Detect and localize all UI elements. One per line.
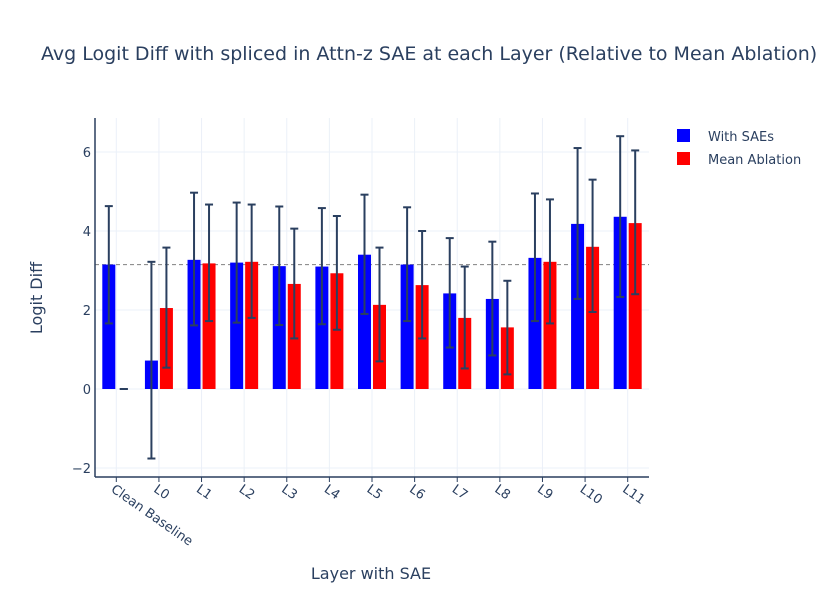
- x-tick-label: L0: [151, 482, 172, 503]
- legend-label: With SAEs: [708, 130, 774, 145]
- mean-ablation-error-bar: [247, 203, 256, 319]
- x-tick-label: L10: [577, 482, 605, 508]
- with-saes-bar-l11: [613, 216, 627, 389]
- y-tick-label: 2: [83, 304, 91, 319]
- mean-ablation-bar-l1: [202, 263, 216, 389]
- x-tick-label: L11: [619, 482, 647, 508]
- x-tick-label: L4: [321, 482, 342, 503]
- x-tick-label: L7: [449, 482, 470, 503]
- mean-ablation-error-bar: [418, 230, 427, 340]
- axes: [94, 118, 649, 482]
- y-tick-labels: −2 0 2 4 6: [72, 146, 91, 477]
- mean-ablation-error-bar: [631, 149, 640, 296]
- with-saes-error-bar: [190, 191, 199, 327]
- with-saes-error-bar: [616, 135, 625, 298]
- y-tick-label: 6: [83, 146, 91, 161]
- y-tick-label: 0: [83, 383, 91, 398]
- with-saes-error-bar: [104, 205, 113, 325]
- x-tick-label: L5: [364, 482, 385, 503]
- with-saes-error-bar: [317, 207, 326, 326]
- with-saes-bar-l3: [272, 266, 286, 389]
- mean-ablation-bar-l10: [586, 246, 600, 389]
- x-tick-label: L1: [193, 482, 214, 503]
- with-saes-bar-l2: [230, 262, 244, 389]
- legend-item-with-saes[interactable]: With SAEs: [677, 129, 774, 145]
- with-saes-bar-l5: [358, 254, 371, 389]
- with-saes-error-bar: [530, 192, 539, 323]
- mean-ablation-bar-l9: [543, 261, 557, 389]
- with-saes-error-bar: [445, 237, 454, 349]
- mean-ablation-error-bar: [375, 246, 384, 363]
- mean-ablation-error-bar: [460, 265, 469, 370]
- mean-ablation-bar-l4: [330, 273, 344, 389]
- legend-swatch: [677, 129, 690, 142]
- chart-title: Avg Logit Diff with spliced in Attn-z SA…: [41, 43, 817, 65]
- x-tick-label: L8: [492, 482, 513, 503]
- mean-ablation-bar-l2: [245, 261, 259, 389]
- with-saes-bar-l10: [571, 223, 585, 389]
- y-tick-label: −2: [72, 462, 91, 477]
- with-saes-error-bar: [147, 260, 156, 460]
- y-axis-title: Logit Diff: [27, 261, 46, 334]
- mean-ablation-error-bar: [545, 198, 554, 325]
- legend[interactable]: With SAEs Mean Ablation: [677, 129, 801, 168]
- mean-ablation-bar-l11: [628, 223, 642, 389]
- with-saes-error-bar: [488, 240, 497, 357]
- with-saes-bar-clean-baseline: [102, 264, 116, 389]
- x-tick-label: L3: [278, 482, 299, 503]
- x-axis-title: Layer with SAE: [311, 564, 431, 583]
- with-saes-bar-l4: [315, 266, 329, 389]
- with-saes-bar-l6: [400, 264, 414, 389]
- mean-ablation-error-bar: [205, 203, 214, 323]
- x-tick-label: L9: [534, 482, 555, 503]
- legend-swatch: [677, 152, 690, 165]
- mean-ablation-error-bar: [332, 214, 341, 331]
- with-saes-error-bar: [573, 147, 582, 300]
- grid: [95, 118, 649, 477]
- legend-label: Mean Ablation: [708, 153, 801, 168]
- error-bars: [104, 135, 640, 460]
- mean-ablation-error-bar: [503, 279, 512, 376]
- with-saes-error-bar: [403, 206, 412, 323]
- mean-ablation-error-bar: [588, 178, 597, 313]
- y-tick-label: 4: [83, 225, 91, 240]
- x-tick-label: L2: [236, 482, 257, 503]
- mean-ablation-error-bar: [162, 246, 171, 369]
- mean-ablation-error-bar: [290, 227, 299, 340]
- x-tick-label: L6: [406, 482, 427, 503]
- with-saes-error-bar: [232, 201, 241, 324]
- with-saes-bar-l9: [528, 257, 542, 389]
- with-saes-error-bar: [275, 205, 284, 327]
- with-saes-error-bar: [360, 193, 369, 315]
- legend-item-mean-ablation[interactable]: Mean Ablation: [677, 152, 801, 168]
